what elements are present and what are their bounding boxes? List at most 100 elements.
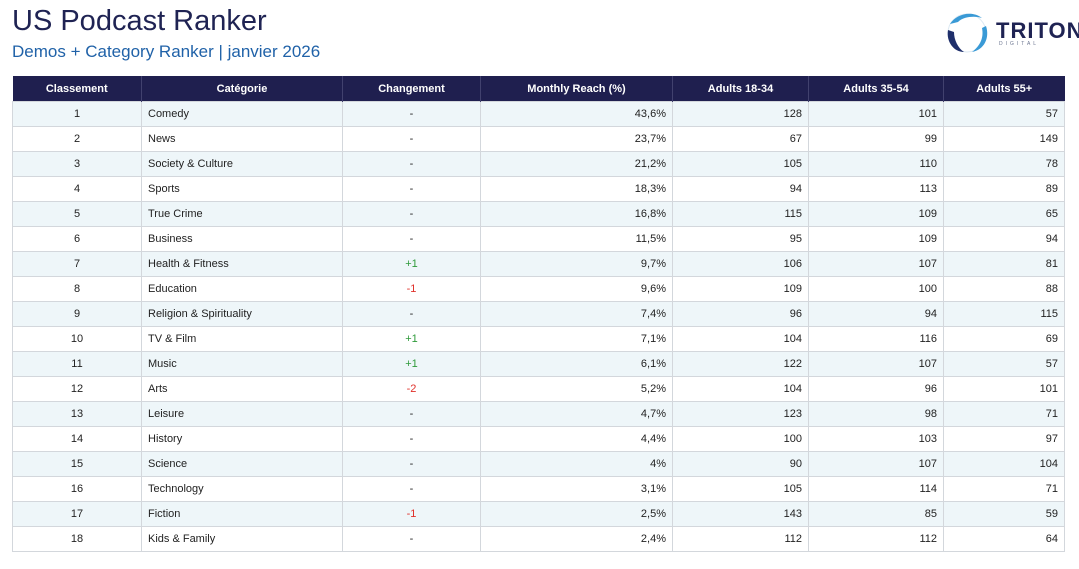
change-cell: - — [342, 476, 481, 502]
column-header-change[interactable]: Changement — [342, 76, 481, 102]
adults-35-54-cell: 109 — [808, 201, 944, 227]
column-header-rank[interactable]: Classement — [12, 76, 142, 102]
change-cell: - — [342, 151, 481, 177]
adults-55-plus-cell: 88 — [943, 276, 1065, 302]
table-row: 17 Fiction -1 2,5% 143 85 59 — [12, 501, 1065, 527]
change-cell: - — [342, 301, 481, 327]
rank-cell: 15 — [12, 451, 142, 477]
adults-18-34-cell: 112 — [672, 526, 809, 552]
adults-55-plus-cell: 81 — [943, 251, 1065, 277]
rank-cell: 7 — [12, 251, 142, 277]
adults-55-plus-cell: 149 — [943, 126, 1065, 152]
adults-55-plus-cell: 94 — [943, 226, 1065, 252]
table-row: 10 TV & Film +1 7,1% 104 116 69 — [12, 326, 1065, 352]
category-cell: Sports — [141, 176, 343, 202]
category-cell: Religion & Spirituality — [141, 301, 343, 327]
reach-cell: 43,6% — [480, 101, 673, 127]
triton-logo: TRITON DIGITAL — [942, 8, 1079, 56]
column-header-reach[interactable]: Monthly Reach (%) — [480, 76, 673, 102]
reach-cell: 4,7% — [480, 401, 673, 427]
reach-cell: 9,6% — [480, 276, 673, 302]
adults-35-54-cell: 85 — [808, 501, 944, 527]
table-row: 4 Sports -18,3% 94 113 89 — [12, 176, 1065, 202]
category-cell: Business — [141, 226, 343, 252]
change-cell: +1 — [342, 326, 481, 352]
rank-cell: 2 — [12, 126, 142, 152]
table-row: 15 Science -4% 90 107 104 — [12, 451, 1065, 477]
reach-cell: 4% — [480, 451, 673, 477]
change-cell: - — [342, 526, 481, 552]
page-subtitle: Demos + Category Ranker | janvier 2026 — [12, 42, 321, 61]
category-cell: Arts — [141, 376, 343, 402]
rank-cell: 11 — [12, 351, 142, 377]
adults-18-34-cell: 105 — [672, 151, 809, 177]
change-cell: - — [342, 426, 481, 452]
change-cell: - — [342, 201, 481, 227]
category-cell: True Crime — [141, 201, 343, 227]
adults-55-plus-cell: 69 — [943, 326, 1065, 352]
reach-cell: 5,2% — [480, 376, 673, 402]
adults-18-34-cell: 100 — [672, 426, 809, 452]
change-cell: +1 — [342, 251, 481, 277]
rank-cell: 4 — [12, 176, 142, 202]
category-cell: TV & Film — [141, 326, 343, 352]
adults-55-plus-cell: 101 — [943, 376, 1065, 402]
adults-55-plus-cell: 115 — [943, 301, 1065, 327]
column-header-adults-55-plus[interactable]: Adults 55+ — [943, 76, 1065, 102]
column-header-category[interactable]: Catégorie — [141, 76, 343, 102]
column-header-adults-35-54[interactable]: Adults 35-54 — [808, 76, 944, 102]
adults-18-34-cell: 109 — [672, 276, 809, 302]
reach-cell: 9,7% — [480, 251, 673, 277]
adults-18-34-cell: 96 — [672, 301, 809, 327]
change-cell: - — [342, 401, 481, 427]
rank-cell: 8 — [12, 276, 142, 302]
adults-35-54-cell: 101 — [808, 101, 944, 127]
adults-55-plus-cell: 71 — [943, 401, 1065, 427]
adults-55-plus-cell: 57 — [943, 351, 1065, 377]
adults-35-54-cell: 113 — [808, 176, 944, 202]
adults-18-34-cell: 143 — [672, 501, 809, 527]
column-header-adults-18-34[interactable]: Adults 18-34 — [672, 76, 809, 102]
adults-18-34-cell: 123 — [672, 401, 809, 427]
reach-cell: 16,8% — [480, 201, 673, 227]
rank-cell: 1 — [12, 101, 142, 127]
reach-cell: 23,7% — [480, 126, 673, 152]
reach-cell: 3,1% — [480, 476, 673, 502]
adults-35-54-cell: 116 — [808, 326, 944, 352]
category-cell: Science — [141, 451, 343, 477]
category-cell: Society & Culture — [141, 151, 343, 177]
category-cell: Kids & Family — [141, 526, 343, 552]
adults-55-plus-cell: 65 — [943, 201, 1065, 227]
table-row: 12 Arts -2 5,2% 104 96 101 — [12, 376, 1065, 402]
adults-35-54-cell: 94 — [808, 301, 944, 327]
change-cell: -1 — [342, 276, 481, 302]
category-cell: Health & Fitness — [141, 251, 343, 277]
adults-35-54-cell: 109 — [808, 226, 944, 252]
change-cell: -2 — [342, 376, 481, 402]
adults-35-54-cell: 110 — [808, 151, 944, 177]
table-header-row: Classement Catégorie Changement Monthly … — [12, 76, 1065, 102]
reach-cell: 2,5% — [480, 501, 673, 527]
rank-cell: 9 — [12, 301, 142, 327]
change-cell: - — [342, 451, 481, 477]
table-row: 14 History -4,4% 100 103 97 — [12, 426, 1065, 452]
category-cell: Technology — [141, 476, 343, 502]
adults-55-plus-cell: 78 — [943, 151, 1065, 177]
rank-cell: 10 — [12, 326, 142, 352]
table-row: 3 Society & Culture -21,2% 105 110 78 — [12, 151, 1065, 177]
rank-cell: 14 — [12, 426, 142, 452]
category-cell: News — [141, 126, 343, 152]
reach-cell: 18,3% — [480, 176, 673, 202]
adults-18-34-cell: 105 — [672, 476, 809, 502]
adults-35-54-cell: 107 — [808, 351, 944, 377]
adults-18-34-cell: 67 — [672, 126, 809, 152]
change-cell: -1 — [342, 501, 481, 527]
category-cell: Leisure — [141, 401, 343, 427]
reach-cell: 11,5% — [480, 226, 673, 252]
reach-cell: 21,2% — [480, 151, 673, 177]
table-row: 1 Comedy -43,6% 128 101 57 — [12, 101, 1065, 127]
table-body: 1 Comedy -43,6% 128 101 57 2 News -23,7% 67 99 149 3… — [12, 101, 1065, 552]
adults-55-plus-cell: 89 — [943, 176, 1065, 202]
reach-cell: 7,4% — [480, 301, 673, 327]
adults-55-plus-cell: 97 — [943, 426, 1065, 452]
